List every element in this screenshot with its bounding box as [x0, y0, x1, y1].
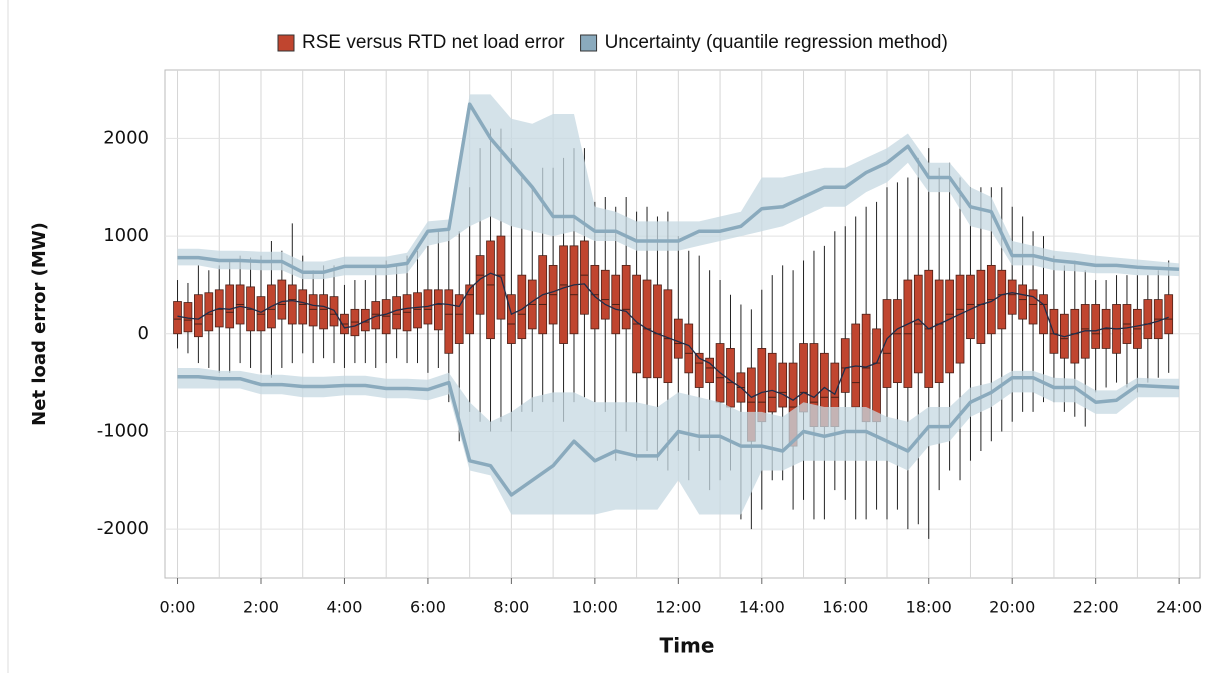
box: [726, 348, 735, 408]
box: [507, 294, 516, 344]
uncertainty-band: [177, 368, 1180, 515]
box: [454, 294, 464, 344]
x-tick-label: 2:00: [243, 598, 279, 617]
box: [840, 338, 850, 393]
legend-label: Uncertainty (quantile regression method): [605, 32, 948, 53]
box: [684, 323, 694, 374]
box: [799, 343, 808, 413]
box: [1028, 289, 1038, 325]
x-tick-label: 20:00: [989, 598, 1035, 617]
y-tick-label: 1000: [103, 225, 149, 246]
y-tick-label: -1000: [97, 420, 149, 441]
box: [872, 328, 881, 423]
x-tick-label: 18:00: [906, 598, 952, 617]
box: [287, 284, 297, 325]
box: [705, 357, 714, 384]
box: [225, 284, 235, 329]
y-tick-label: 2000: [103, 127, 149, 148]
box: [444, 289, 454, 354]
x-axis-title: Time: [660, 634, 715, 658]
x-tick-label: 6:00: [410, 598, 446, 617]
box: [976, 269, 986, 344]
box: [767, 352, 777, 413]
box: [945, 279, 954, 374]
y-tick-label: -2000: [97, 518, 149, 539]
uncertainty-line: [177, 102, 1180, 274]
box: [298, 289, 308, 325]
x-tick-label: 12:00: [655, 598, 701, 617]
box: [694, 352, 704, 388]
box: [559, 245, 568, 344]
x-tick-label: 22:00: [1073, 598, 1119, 617]
x-tick-label: 8:00: [493, 598, 529, 617]
box: [966, 274, 975, 340]
box: [997, 269, 1007, 330]
uncertainty-line: [177, 375, 1180, 497]
box: [194, 294, 203, 338]
x-tick-label: 0:00: [160, 598, 196, 617]
box: [173, 301, 182, 335]
box: [486, 240, 495, 340]
x-tick-label: 16:00: [822, 598, 868, 617]
mean-line: [177, 272, 1169, 401]
box: [392, 296, 401, 330]
box: [757, 348, 767, 423]
x-tick-label: 4:00: [326, 598, 362, 617]
box: [475, 255, 485, 315]
x-tick-label: 24:00: [1156, 598, 1202, 617]
box: [1143, 299, 1153, 340]
box: [308, 294, 318, 327]
box: [1164, 294, 1174, 335]
box: [360, 308, 370, 332]
box: [1007, 279, 1017, 315]
legend-label: RSE versus RTD net load error: [302, 32, 565, 53]
legend-swatch: [277, 34, 295, 52]
box: [893, 299, 902, 384]
box: [580, 240, 589, 315]
legend-swatch: [580, 34, 598, 52]
box: [413, 292, 422, 329]
box: [653, 284, 662, 379]
box: [433, 289, 443, 331]
box: [778, 362, 788, 408]
box: [1018, 284, 1027, 320]
box: [600, 269, 610, 320]
box: [955, 274, 965, 364]
box: [934, 279, 944, 384]
box: [1091, 304, 1101, 349]
box: [1049, 308, 1059, 354]
box: [319, 294, 328, 330]
y-axis-title: Net load error (MW): [29, 222, 50, 426]
plot-frame: [164, 69, 1201, 579]
box: [277, 279, 287, 320]
box: [621, 264, 631, 330]
y-tick-label: 0: [138, 323, 149, 344]
box: [569, 245, 579, 335]
box: [882, 299, 892, 388]
box: [1070, 308, 1080, 364]
box: [673, 318, 683, 359]
x-tick-label: 14:00: [739, 598, 785, 617]
x-tick-label: 10:00: [572, 598, 618, 617]
box: [465, 284, 475, 335]
